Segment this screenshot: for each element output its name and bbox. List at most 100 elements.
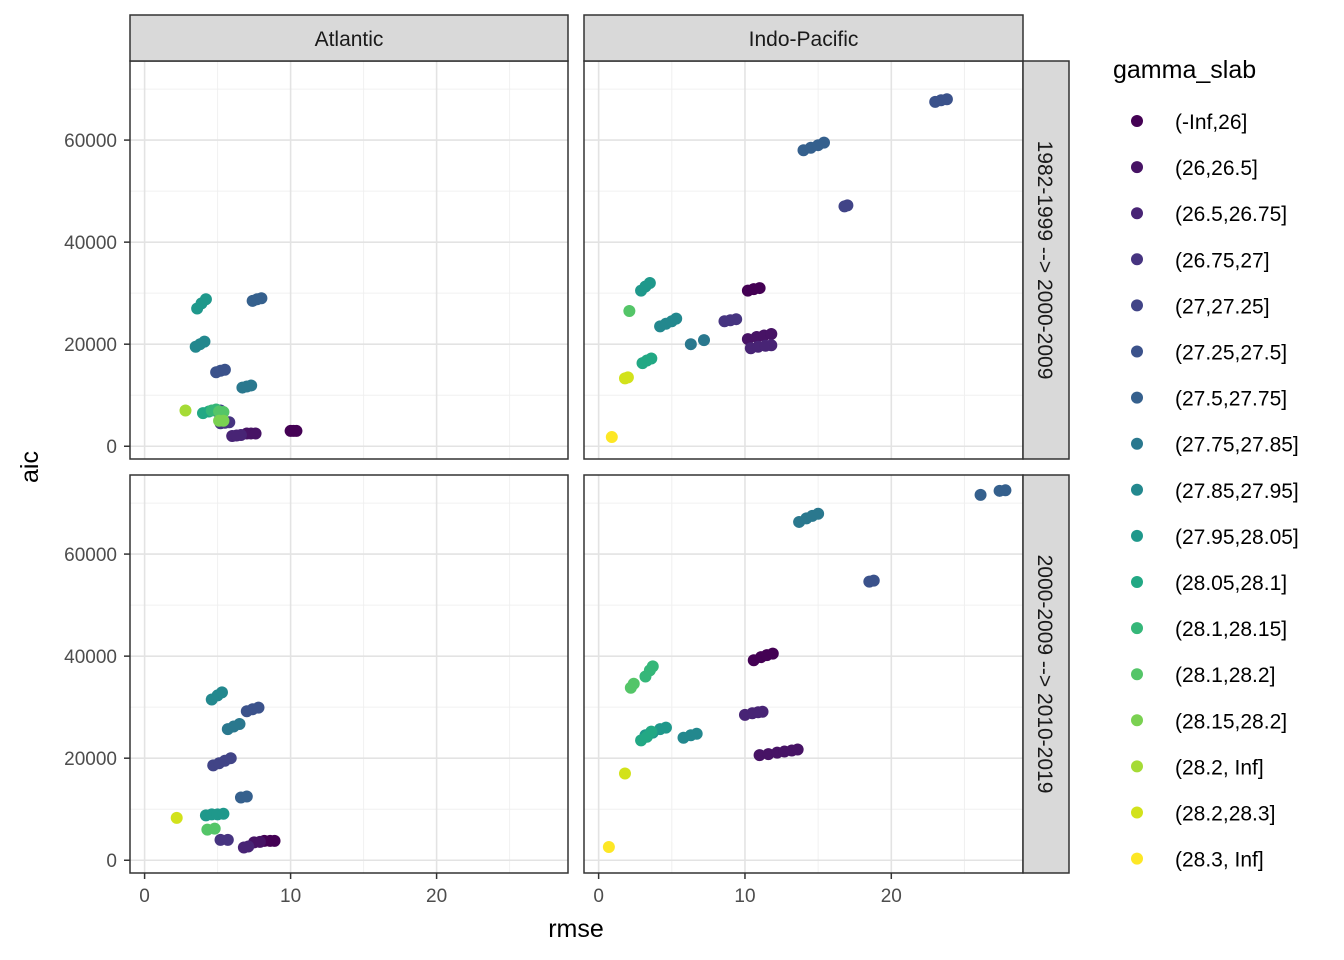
data-point [618, 767, 631, 780]
data-point [249, 427, 262, 440]
y-tick-label: 60000 [64, 545, 117, 566]
data-point [974, 488, 987, 501]
data-point [791, 743, 804, 756]
legend-label: (27,27.25] [1175, 295, 1270, 318]
data-point [753, 749, 766, 762]
legend-key [1131, 161, 1143, 174]
y-tick-label: 20000 [64, 749, 117, 770]
data-point [730, 313, 743, 326]
x-tick-label: 20 [881, 886, 902, 907]
data-point [646, 660, 659, 673]
data-point [867, 574, 880, 587]
data-point [233, 718, 246, 731]
data-point [621, 371, 634, 384]
data-point [224, 752, 237, 765]
data-point [627, 677, 640, 690]
data-point [179, 404, 192, 417]
data-point [199, 293, 212, 306]
x-tick-label: 10 [734, 886, 755, 907]
legend-key [1131, 207, 1143, 220]
data-point [253, 835, 266, 848]
data-point [690, 727, 703, 740]
panel-background [584, 61, 1023, 459]
legend-label: (-Inf,26] [1175, 111, 1247, 134]
y-tick-label: 40000 [64, 233, 117, 254]
data-point [756, 705, 769, 718]
panel-r2-c1 [129, 474, 569, 874]
data-point [242, 840, 255, 853]
row-strip-2: 2000-2009 --> 2010-2019 [1022, 474, 1070, 874]
data-point [817, 136, 830, 149]
data-point [766, 647, 779, 660]
data-point [240, 790, 253, 803]
data-point [753, 282, 766, 295]
row-strip-1: 1982-1999 --> 2000-2009 [1022, 60, 1070, 460]
data-point [841, 199, 854, 212]
legend-item: (26,26.5] [1131, 157, 1258, 180]
data-point [645, 725, 658, 738]
legend-item: (28.1,28.15] [1131, 618, 1287, 641]
data-point [684, 338, 697, 351]
data-point [602, 840, 615, 853]
legend-label: (28.1,28.15] [1175, 618, 1287, 641]
legend-item: (28.3, Inf] [1131, 849, 1264, 872]
legend-key [1131, 115, 1143, 127]
y-tick-label: 20000 [64, 335, 117, 356]
panels-layer: 0 20000 40000 60000 0 20000 40000 60000 0 10 20 0 10… [64, 60, 1024, 907]
data-point [940, 93, 953, 106]
panel-background [584, 475, 1023, 873]
legend-label: (28.3, Inf] [1175, 849, 1264, 872]
strip-label-row-2: 2000-2009 --> 2010-2019 [1033, 555, 1056, 794]
data-point [215, 686, 228, 699]
x-axis-title: rmse [548, 915, 604, 943]
data-point [765, 339, 778, 352]
x-tick-label: 10 [280, 886, 301, 907]
x-tick-label: 0 [593, 886, 604, 907]
legend-key [1131, 622, 1143, 635]
column-strip-atlantic: Atlantic [129, 14, 569, 62]
y-tick-label: 0 [106, 851, 117, 872]
y-tick-label: 0 [106, 437, 117, 458]
panel-r1-c2 [583, 60, 1024, 460]
legend-key [1131, 391, 1143, 404]
panel-border [129, 474, 569, 874]
panel-r1-c1 [129, 60, 569, 460]
legend-label: (27.5,27.75] [1175, 388, 1287, 411]
legend-label: (26,26.5] [1175, 157, 1258, 180]
legend-label: (28.05,28.1] [1175, 572, 1287, 595]
legend-item: (26.75,27] [1131, 249, 1270, 272]
legend-label: (26.75,27] [1175, 249, 1270, 272]
legend-label: (26.5,26.75] [1175, 203, 1287, 226]
data-point [221, 833, 234, 846]
data-point [623, 305, 636, 318]
column-strip-indo-pacific: Indo-Pacific [583, 14, 1024, 62]
legend-key [1131, 668, 1143, 681]
legend-item: (-Inf,26] [1131, 111, 1247, 134]
legend-label: (27.25,27.5] [1175, 342, 1287, 365]
data-point [234, 429, 247, 442]
legend-key [1131, 806, 1143, 819]
strip-label-indo-pacific: Indo-Pacific [749, 28, 859, 51]
legend-label: (28.15,28.2] [1175, 710, 1287, 733]
x-tick-label: 20 [426, 886, 447, 907]
legend-key [1131, 483, 1143, 496]
legend-item: (28.2, Inf] [1131, 756, 1264, 779]
legend-label: (28.1,28.2] [1175, 664, 1275, 687]
panel-background [130, 475, 568, 873]
legend-label: (27.85,27.95] [1175, 480, 1299, 503]
data-point [170, 811, 183, 824]
data-point [765, 327, 778, 340]
data-point [218, 363, 231, 376]
legend-item: (27.5,27.75] [1131, 388, 1287, 411]
legend-key [1131, 714, 1143, 727]
data-point [245, 379, 258, 392]
legend-key [1131, 299, 1143, 312]
legend-item: (26.5,26.75] [1131, 203, 1287, 226]
data-point [812, 507, 825, 520]
legend-item: (27.25,27.5] [1131, 342, 1287, 365]
legend-item: (28.1,28.2] [1131, 664, 1275, 687]
legend-key [1131, 437, 1143, 450]
data-point [198, 335, 211, 348]
y-axis-title: aic [16, 451, 44, 483]
